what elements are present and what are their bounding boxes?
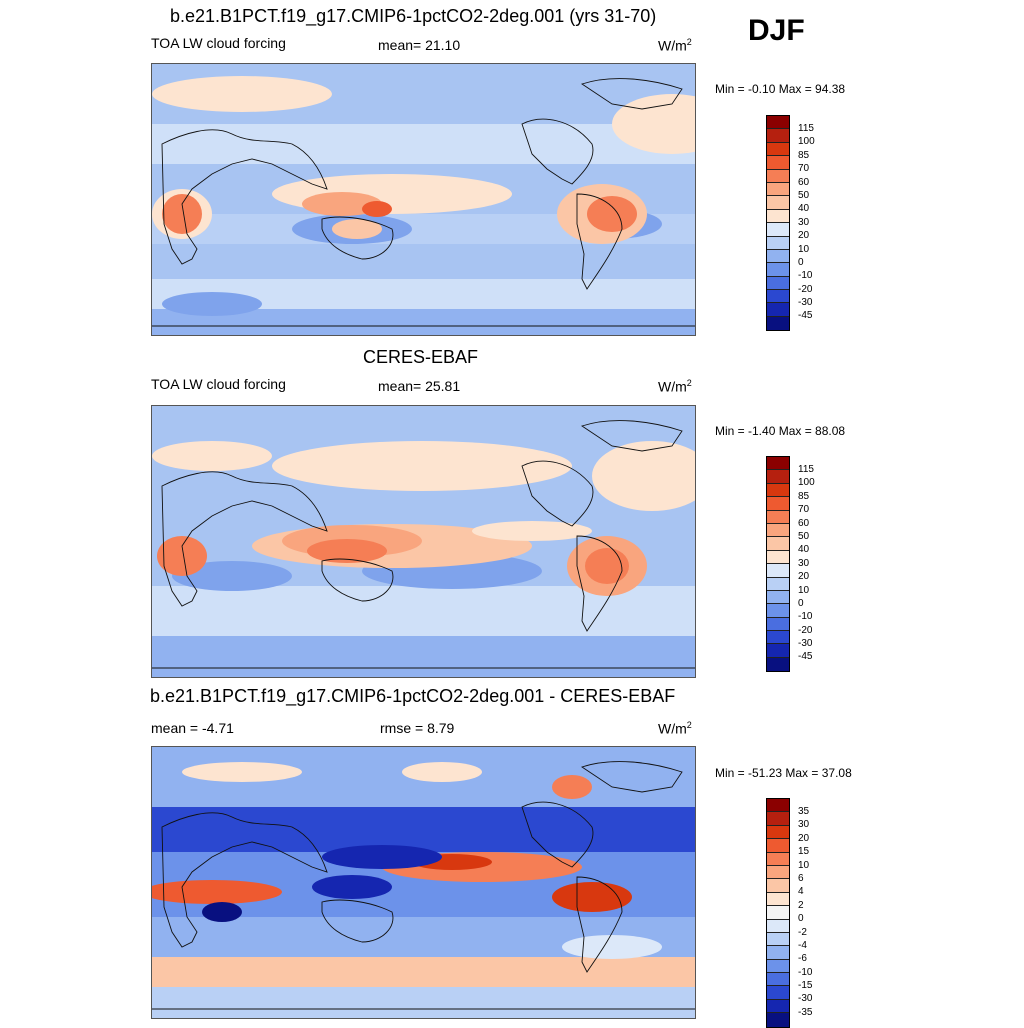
cbar1-label: 10 — [798, 243, 810, 255]
cbar1-label: 50 — [798, 189, 810, 201]
cbar2-label: -45 — [798, 651, 813, 663]
panel2-title: CERES-EBAF — [363, 347, 479, 367]
season-label: DJF — [748, 14, 805, 47]
cbar3-label: 30 — [798, 819, 810, 831]
panel3-rmse: rmse = 8.79 — [380, 720, 455, 736]
cbar1-label: 85 — [798, 149, 810, 161]
panel1-colorbar — [766, 115, 790, 332]
cbar1-label: -45 — [798, 310, 813, 322]
cbar2-label: 85 — [798, 490, 810, 502]
panel2-colorbar-labels: 115 100 85 70 60 50 40 30 20 10 0 -10 -2… — [798, 463, 815, 664]
panel3-units: W/m2 — [658, 720, 692, 737]
cbar3-label: 15 — [798, 846, 810, 858]
cbar1-label: 40 — [798, 203, 810, 215]
cbar3-label: -2 — [798, 926, 807, 938]
panel2-mean: mean= 25.81 — [378, 378, 461, 394]
cbar1-label: 20 — [798, 230, 810, 242]
cbar2-label: -20 — [798, 624, 813, 636]
cbar2-label: 70 — [798, 504, 810, 516]
cbar2-label: 60 — [798, 517, 810, 529]
cbar1-label: 60 — [798, 176, 810, 188]
panel1-units: W/m2 — [658, 37, 692, 54]
panel1-colorbar-labels: 115 100 85 70 60 50 40 30 20 10 0 -10 -2… — [798, 122, 815, 323]
cbar3-label: -10 — [798, 966, 813, 978]
panel3-colorbar — [766, 798, 790, 1028]
cbar3-label: 10 — [798, 859, 810, 871]
cbar2-label: 20 — [798, 571, 810, 583]
cbar2-label: 115 — [798, 464, 814, 475]
panel3-title: b.e21.B1PCT.f19_g17.CMIP6-1pctCO2-2deg.0… — [150, 686, 676, 706]
cbar2-label: 100 — [798, 477, 815, 489]
panel2-minmax: Min = -1.40 Max = 88.08 — [715, 424, 846, 438]
cbar2-label: 0 — [798, 597, 804, 609]
cbar3-label: -4 — [798, 939, 807, 951]
cbar3-label: 4 — [798, 886, 804, 898]
cbar3-label: 35 — [798, 806, 810, 817]
panel2-colorbar — [766, 456, 790, 673]
panel3-map — [151, 746, 696, 1019]
cbar3-label: 6 — [798, 872, 804, 884]
cbar2-label: 10 — [798, 584, 810, 596]
panel2-units: W/m2 — [658, 378, 692, 395]
panel1-title: b.e21.B1PCT.f19_g17.CMIP6-1pctCO2-2deg.0… — [170, 6, 657, 26]
panel1-left-label: TOA LW cloud forcing — [151, 35, 286, 51]
cbar2-label: -10 — [798, 611, 813, 623]
cbar1-label: 30 — [798, 216, 810, 228]
cbar1-label: 100 — [798, 136, 815, 148]
panel3-colorbar-labels: 35 30 20 15 10 6 4 2 0 -2 -4 -6 -10 -15 … — [798, 805, 812, 1019]
cbar3-label: 2 — [798, 899, 804, 911]
panel2-left-label: TOA LW cloud forcing — [151, 376, 286, 392]
cbar1-label: -30 — [798, 297, 813, 309]
cbar1-label: 0 — [798, 256, 804, 268]
cbar3-label: -30 — [798, 993, 813, 1005]
cbar1-label: 70 — [798, 163, 810, 175]
cbar1-label: 115 — [798, 123, 814, 134]
cbar3-label: -6 — [798, 953, 807, 965]
cbar2-label: 40 — [798, 544, 810, 556]
cbar3-label: 0 — [798, 913, 804, 925]
panel1-map — [151, 63, 696, 336]
panel3-minmax: Min = -51.23 Max = 37.08 — [715, 766, 852, 780]
cbar1-label: -10 — [798, 270, 813, 282]
cbar2-label: -30 — [798, 638, 813, 650]
panel1-mean: mean= 21.10 — [378, 37, 461, 53]
cbar1-label: -20 — [798, 283, 813, 295]
panel3-mean: mean = -4.71 — [151, 720, 234, 736]
panel1-minmax: Min = -0.10 Max = 94.38 — [715, 82, 846, 96]
cbar2-label: 50 — [798, 530, 810, 542]
panel2-map — [151, 405, 696, 678]
cbar3-label: -35 — [798, 1006, 813, 1018]
cbar2-label: 30 — [798, 557, 810, 569]
cbar3-label: 20 — [798, 832, 810, 844]
cbar3-label: -15 — [798, 980, 813, 992]
